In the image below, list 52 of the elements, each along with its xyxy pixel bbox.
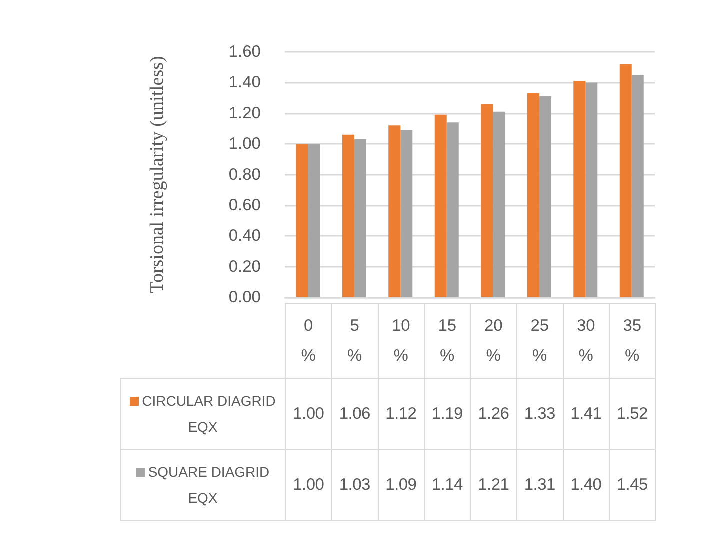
y-tick-label: 0.40 — [228, 227, 261, 246]
x-tick-label: 25 % — [530, 316, 550, 367]
y-tick-label: 1.00 — [228, 135, 261, 154]
legend-label: SQUARE DIAGRID EQX — [148, 464, 270, 506]
y-tick-label: 1.20 — [228, 104, 261, 122]
bar — [493, 112, 506, 298]
x-tick-label: 10 % — [392, 316, 410, 367]
data-label: 1.41 — [563, 378, 610, 450]
bar — [539, 96, 552, 298]
data-label: 1.52 — [609, 378, 656, 450]
x-tick-label: 0 % — [301, 316, 316, 367]
data-label: 1.09 — [378, 450, 424, 520]
y-tick-label: 1.40 — [228, 74, 261, 92]
bar — [481, 104, 494, 298]
data-label: 1.26 — [470, 378, 517, 450]
data-label: 1.00 — [286, 378, 332, 450]
legend-label: CIRCULAR DIAGRID EQX — [142, 393, 276, 435]
y-tick-label: 0.20 — [228, 258, 261, 276]
y-axis-title: Torsional irregularity (unitless) — [147, 56, 168, 294]
bar — [342, 134, 354, 298]
data-label: 1.31 — [516, 450, 563, 520]
x-tick-label: 20 % — [484, 316, 503, 367]
bar — [308, 144, 320, 298]
bar — [434, 114, 447, 298]
bar — [446, 122, 459, 298]
data-label: 1.12 — [378, 378, 424, 450]
bar — [296, 144, 308, 298]
y-tick-label: 0.80 — [228, 166, 261, 184]
data-label: 1.21 — [470, 450, 517, 520]
y-tick-label: 0.60 — [228, 196, 261, 214]
bar — [527, 93, 540, 298]
bar — [574, 81, 586, 298]
x-tick-label: 30 % — [576, 316, 596, 367]
bar — [388, 126, 401, 298]
data-label: 1.40 — [563, 450, 610, 520]
y-tick-label: 1.60 — [228, 43, 261, 61]
bar — [354, 139, 366, 298]
data-label: 1.06 — [332, 378, 378, 450]
data-label: 1.03 — [332, 450, 378, 520]
data-label: 1.19 — [424, 378, 470, 450]
data-label: 1.45 — [609, 450, 656, 520]
bar — [400, 130, 413, 298]
x-tick-label: 35 % — [623, 316, 642, 367]
data-label: 1.14 — [424, 450, 470, 520]
data-label: 1.00 — [286, 450, 332, 520]
bar — [632, 75, 644, 298]
data-label: 1.33 — [516, 378, 563, 450]
y-tick-label: 0.00 — [228, 288, 261, 306]
bar — [586, 82, 598, 298]
x-tick-label: 5 % — [348, 316, 362, 367]
bar — [620, 64, 632, 298]
x-tick-label: 15 % — [438, 316, 457, 367]
